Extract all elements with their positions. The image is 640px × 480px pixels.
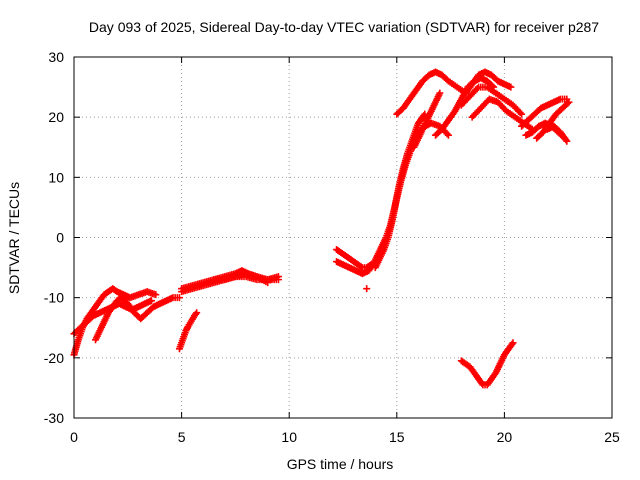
y-axis-title: SDTVAR / TECUs (6, 182, 22, 294)
data-points (70, 68, 573, 389)
series-arc-8 (333, 246, 375, 272)
y-tick-label: 0 (56, 230, 64, 246)
series-arc-12 (393, 68, 470, 118)
x-tick-label: 0 (70, 429, 78, 445)
y-tick-label: 20 (48, 109, 64, 125)
marker-trail (363, 285, 371, 293)
chart-title: Day 093 of 2025, Sidereal Day-to-day VTE… (89, 19, 599, 35)
axis-ticks: 0 5 10 15 20 25 -30 -20 -10 0 10 20 30 (44, 49, 620, 445)
y-tick-label: -10 (44, 290, 64, 306)
series-arc-7 (175, 309, 201, 353)
x-tick-label: 15 (389, 429, 405, 445)
marker-trail (457, 83, 526, 118)
marker-trail (393, 68, 470, 118)
y-tick-label: -20 (44, 350, 64, 366)
x-axis-title: GPS time / hours (287, 456, 394, 472)
y-tick-label: 30 (48, 49, 64, 65)
series-arc-16 (457, 83, 526, 118)
series-arc-3 (92, 294, 183, 344)
x-tick-label: 25 (604, 429, 620, 445)
marker-trail (371, 119, 452, 272)
marker-trail (92, 294, 183, 344)
y-tick-label: -30 (44, 410, 64, 426)
series-arc-18 (518, 95, 571, 130)
series-arc-6 (210, 267, 282, 284)
marker-trail (457, 339, 517, 389)
series-arc-10 (371, 119, 452, 272)
marker-trail (518, 95, 571, 130)
y-tick-label: 10 (48, 169, 64, 185)
marker-trail (210, 267, 282, 284)
series-arc-22 (457, 339, 517, 389)
marker-trail (410, 89, 444, 151)
marker-trail (175, 309, 201, 353)
marker-trail (462, 68, 515, 97)
marker-trail (333, 246, 375, 272)
x-tick-label: 20 (497, 429, 513, 445)
series-arc-13 (410, 89, 444, 151)
grid-lines (74, 57, 612, 418)
series-arc-21 (543, 122, 571, 145)
x-tick-label: 5 (178, 429, 186, 445)
x-tick-label: 10 (281, 429, 297, 445)
series-arc-15 (462, 68, 515, 97)
series-arc-11 (363, 285, 371, 293)
marker-trail (543, 122, 571, 145)
